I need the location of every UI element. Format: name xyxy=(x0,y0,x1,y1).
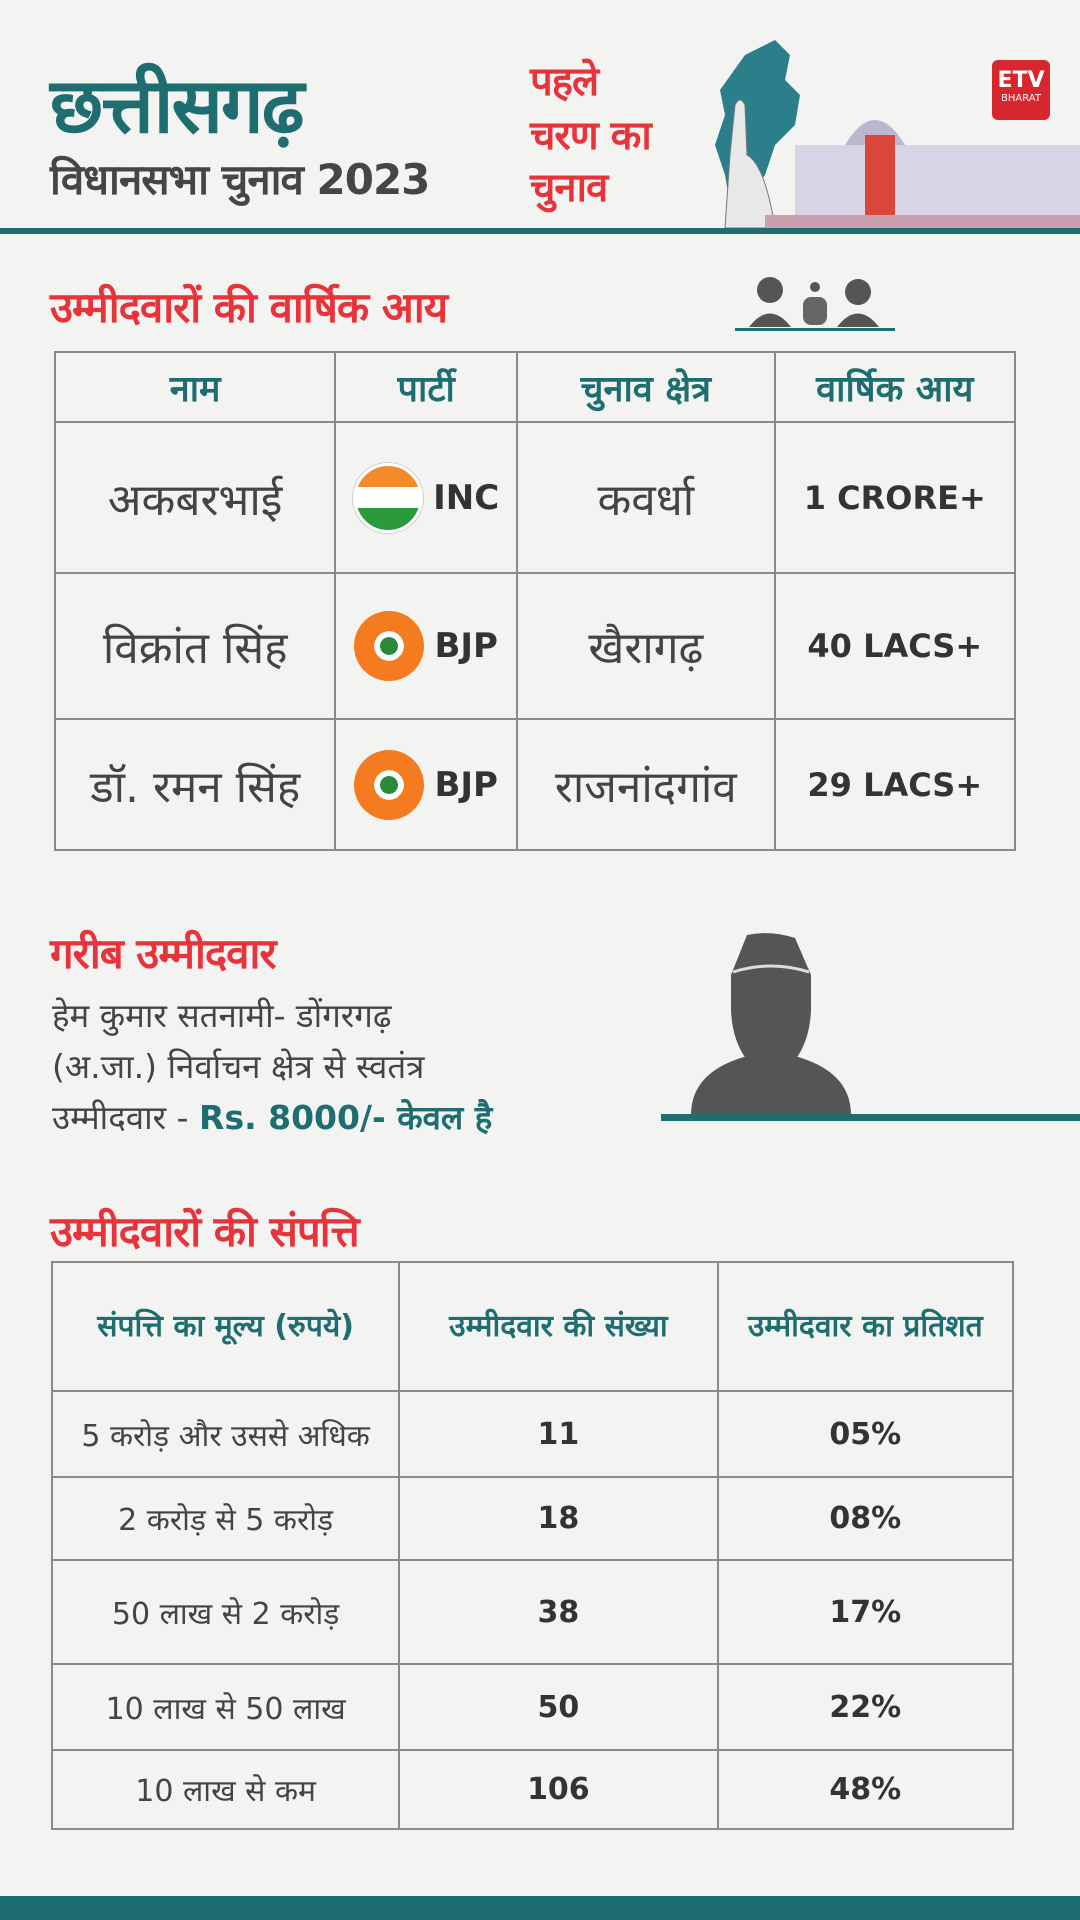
phase-line-1: पहले xyxy=(530,59,599,105)
candidate-percent: 17% xyxy=(716,1559,1015,1665)
table-row: विक्रांत सिंह BJP खैरागढ़ 40 LACS+ xyxy=(53,572,1017,720)
candidate-name: विक्रांत सिंह xyxy=(53,572,337,720)
table-row: 10 लाख से कम 106 48% xyxy=(50,1749,1015,1830)
map-assembly-illustration xyxy=(715,40,1080,228)
assets-table: संपत्ति का मूल्य (रुपये) उम्मीदवार की संख… xyxy=(50,1261,1015,1830)
col-party: पार्टी xyxy=(334,351,519,423)
candidate-name: डॉ. रमन सिंह xyxy=(53,718,337,851)
voting-finger-icon xyxy=(724,99,776,228)
emblem-icon xyxy=(865,135,895,215)
poor-candidate-heading: गरीब उम्मीदवार xyxy=(50,929,277,978)
candidate-count: 18 xyxy=(398,1476,719,1561)
candidate-percent: 22% xyxy=(716,1663,1015,1751)
header-divider xyxy=(0,228,1080,234)
candidate-count: 38 xyxy=(398,1559,719,1665)
main-title: छत्तीसगढ़ xyxy=(50,61,304,150)
party-name: INC xyxy=(433,477,500,518)
candidates-icon xyxy=(735,277,895,331)
poor-line-2: (अ.जा.) निर्वाचन क्षेत्र से स्वतंत्र xyxy=(52,1047,425,1086)
income-table: नाम पार्टी चुनाव क्षेत्र वार्षिक आय अकबरभाई… xyxy=(53,351,1017,851)
annual-income: 1 CRORE+ xyxy=(773,421,1017,574)
constituency: खैरागढ़ xyxy=(516,572,776,720)
phase-line-2: चरण का xyxy=(530,113,652,159)
person-silhouette-icon xyxy=(661,933,1080,1121)
candidate-percent: 48% xyxy=(716,1749,1015,1830)
poor-line-1: हेम कुमार सतनामी- डोंगरगढ़ xyxy=(52,996,392,1035)
annual-income: 40 LACS+ xyxy=(773,572,1017,720)
subtitle: विधानसभा चुनाव 2023 xyxy=(50,155,430,204)
bjp-lotus-icon xyxy=(354,749,425,820)
annual-income: 29 LACS+ xyxy=(773,718,1017,851)
income-heading: उम्मीदवारों की वार्षिक आय xyxy=(50,283,448,332)
asset-range: 10 लाख से 50 लाख xyxy=(50,1663,401,1751)
table-row: 10 लाख से 50 लाख 50 22% xyxy=(50,1663,1015,1751)
candidate-name: अकबरभाई xyxy=(53,421,337,574)
col-candidate-count: उम्मीदवार की संख्या xyxy=(398,1261,719,1392)
col-name: नाम xyxy=(53,351,337,423)
asset-range: 50 लाख से 2 करोड़ xyxy=(50,1559,401,1665)
poor-line-3: उम्मीदवार - xyxy=(52,1098,200,1137)
poor-amount: Rs. 8000/- केवल है xyxy=(199,1098,493,1137)
poor-candidate-text: हेम कुमार सतनामी- डोंगरगढ़ (अ.जा.) निर्व… xyxy=(52,990,492,1143)
congress-hand-icon xyxy=(353,462,424,533)
party-name: BJP xyxy=(434,626,498,666)
col-candidate-percent: उम्मीदवार का प्रतिशत xyxy=(716,1261,1015,1392)
candidate-percent: 08% xyxy=(716,1476,1015,1561)
table-header-row: नाम पार्टी चुनाव क्षेत्र वार्षिक आय xyxy=(53,351,1017,423)
constituency: कवर्धा xyxy=(516,421,776,574)
table-row: 50 लाख से 2 करोड़ 38 17% xyxy=(50,1559,1015,1665)
footer-bar xyxy=(0,1896,1080,1920)
phase-line-3: चुनाव xyxy=(530,165,608,211)
constituency: राजनांदगांव xyxy=(516,718,776,851)
table-row: डॉ. रमन सिंह BJP राजनांदगांव 29 LACS+ xyxy=(53,718,1017,851)
candidate-count: 11 xyxy=(398,1390,719,1478)
asset-range: 2 करोड़ से 5 करोड़ xyxy=(50,1476,401,1561)
col-constituency: चुनाव क्षेत्र xyxy=(516,351,776,423)
asset-range: 10 लाख से कम xyxy=(50,1749,401,1830)
table-header-row: संपत्ति का मूल्य (रुपये) उम्मीदवार की संख… xyxy=(50,1261,1015,1392)
col-asset-value: संपत्ति का मूल्य (रुपये) xyxy=(50,1261,401,1392)
etv-bharat-logo: ETV BHARAT xyxy=(992,60,1050,120)
candidate-count: 106 xyxy=(398,1749,719,1830)
party-name: BJP xyxy=(434,764,498,805)
table-row: 2 करोड़ से 5 करोड़ 18 08% xyxy=(50,1476,1015,1561)
table-row: 5 करोड़ और उससे अधिक 11 05% xyxy=(50,1390,1015,1478)
candidate-count: 50 xyxy=(398,1663,719,1751)
bjp-lotus-icon xyxy=(354,611,425,681)
assets-heading: उम्मीदवारों की संपत्ति xyxy=(50,1207,360,1256)
col-income: वार्षिक आय xyxy=(773,351,1017,423)
asset-range: 5 करोड़ और उससे अधिक xyxy=(50,1390,401,1478)
candidate-percent: 05% xyxy=(716,1390,1015,1478)
table-row: अकबरभाई INC कवर्धा 1 CRORE+ xyxy=(53,421,1017,574)
